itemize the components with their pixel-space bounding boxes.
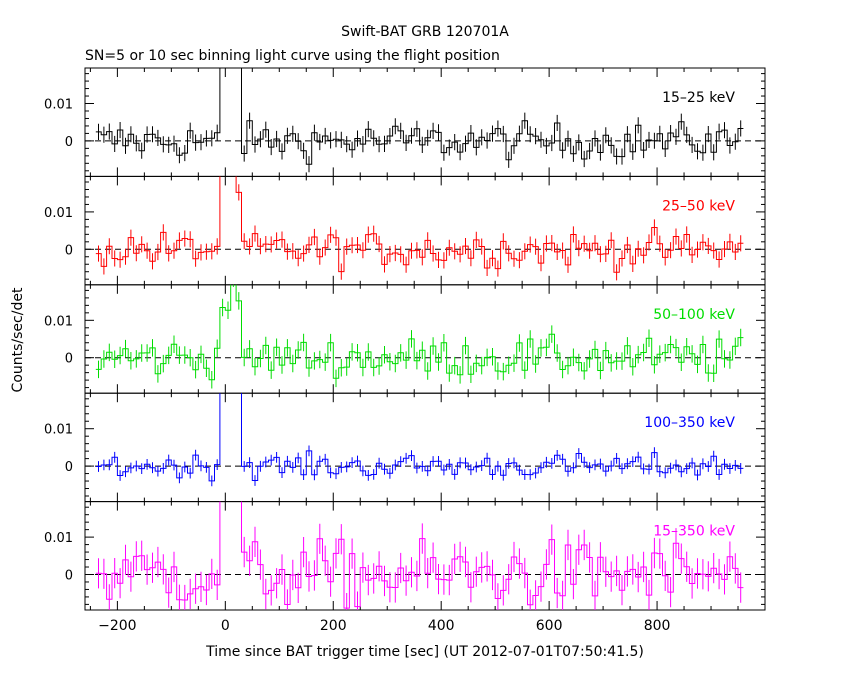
panel-frame [84, 175, 766, 286]
band-label: 100–350 keV [644, 415, 735, 431]
y-tick-label: 0 [65, 568, 73, 583]
y-tick-label: 0.01 [44, 98, 73, 113]
series-line [95, 501, 744, 609]
x-tick-label: −200 [98, 618, 136, 634]
series-line [95, 284, 744, 381]
panel-5: 0 0.01 15–350 keV −200 0 200 400 600 800 [44, 501, 766, 634]
y-tick-label: 0 [65, 460, 73, 475]
series-errorbars [98, 445, 742, 487]
chart-subtitle: SN=5 or 10 sec binning light curve using… [85, 48, 500, 64]
x-tick-label: 600 [536, 618, 563, 634]
series-group [95, 68, 744, 173]
panel-frame [84, 284, 766, 394]
panels-group: 0 0.01 15–25 keV 0 0.01 25–50 keV 0 0.01 50–100 … [44, 67, 766, 634]
panel-3: 0 0.01 50–100 keV [44, 284, 766, 394]
panel-2: 0 0.01 25–50 keV [44, 175, 766, 286]
y-tick-label: 0 [65, 135, 73, 150]
x-tick-label: 0 [221, 618, 230, 634]
x-tick-label: 400 [428, 618, 455, 634]
chart-title: Swift-BAT GRB 120701A [341, 24, 509, 40]
series-group [95, 284, 744, 389]
series-line [95, 176, 744, 273]
x-tick-label: 200 [320, 618, 347, 634]
y-axis-label: Counts/sec/det [10, 287, 26, 392]
series-group [95, 501, 744, 611]
panel-frame [84, 67, 766, 177]
band-label: 15–25 keV [662, 90, 735, 106]
series-errorbars [98, 523, 742, 611]
y-tick-label: 0 [65, 352, 73, 367]
series-errorbars [98, 284, 742, 389]
series-group [95, 393, 744, 487]
y-tick-label: 0 [65, 243, 73, 258]
series-line [95, 393, 744, 482]
series-group [95, 176, 744, 281]
band-label: 50–100 keV [653, 307, 735, 323]
panel-frame [84, 501, 766, 611]
y-tick-label: 0.01 [44, 531, 73, 546]
panel-frame [84, 392, 766, 503]
band-label: 25–50 keV [662, 198, 735, 214]
x-tick-label: 800 [644, 618, 671, 634]
series-line [95, 68, 744, 165]
y-tick-label: 0.01 [44, 206, 73, 221]
x-axis-label: Time since BAT trigger time [sec] (UT 20… [205, 644, 644, 660]
y-tick-label: 0.01 [44, 423, 73, 438]
band-label: 15–350 keV [653, 524, 735, 540]
y-tick-label: 0.01 [44, 314, 73, 329]
